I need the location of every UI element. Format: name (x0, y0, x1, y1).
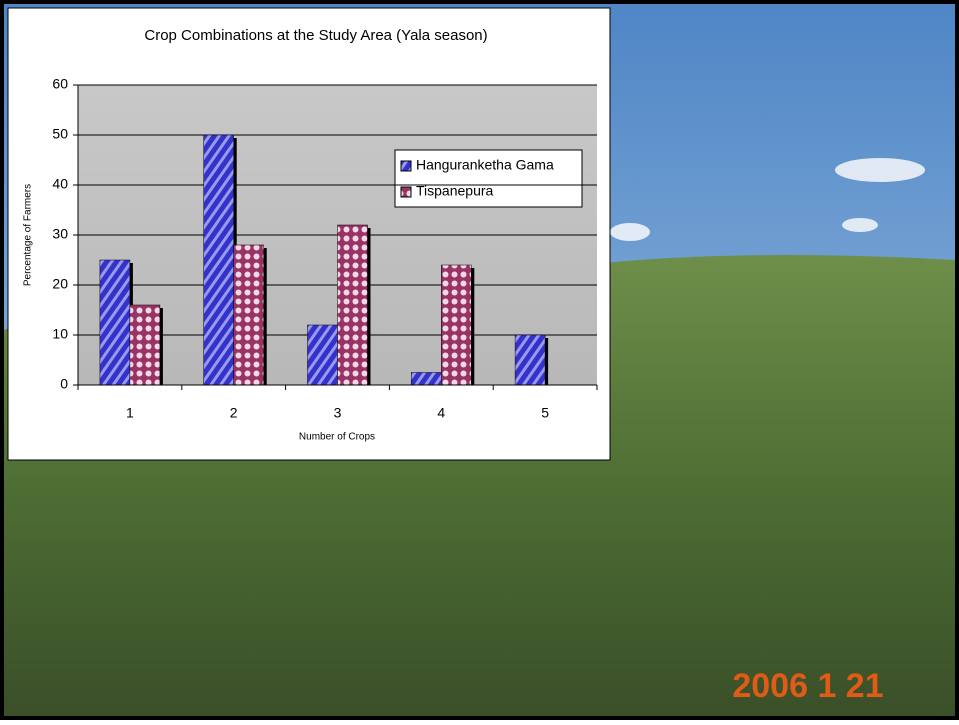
chart-title: Crop Combinations at the Study Area (Yal… (144, 27, 487, 44)
legend (394, 149, 583, 208)
clouds (610, 158, 925, 241)
y-tick-label: 60 (52, 76, 68, 92)
x-tick-label: 3 (334, 405, 342, 421)
x-tick-label: 1 (126, 405, 134, 421)
bar (203, 134, 234, 386)
y-tick-label: 40 (52, 176, 68, 192)
legend-swatch (400, 186, 412, 198)
y-tick-label: 30 (52, 226, 68, 242)
y-tick-label: 20 (52, 276, 68, 292)
y-tick-label: 0 (60, 376, 68, 392)
x-tick-label: 4 (437, 405, 445, 421)
x-tick-label: 2 (230, 405, 238, 421)
bar (99, 259, 131, 386)
bar (337, 224, 368, 386)
legend-label: Hanguranketha Gama (416, 157, 554, 173)
bar (129, 304, 161, 386)
date-stamp: 2006 1 21 (732, 667, 883, 705)
legend-swatch (400, 160, 412, 172)
y-tick-label: 50 (52, 126, 68, 142)
bar (514, 334, 546, 386)
x-axis-label: Number of Crops (299, 432, 375, 443)
legend-label: Tispanepura (416, 183, 494, 199)
bar (307, 324, 338, 386)
bar (233, 244, 264, 386)
bar (441, 264, 472, 386)
y-tick-label: 10 (52, 326, 68, 342)
bar (411, 372, 442, 386)
y-axis-label: Percentage of Farmers (23, 184, 34, 286)
x-tick-label: 5 (541, 405, 549, 421)
